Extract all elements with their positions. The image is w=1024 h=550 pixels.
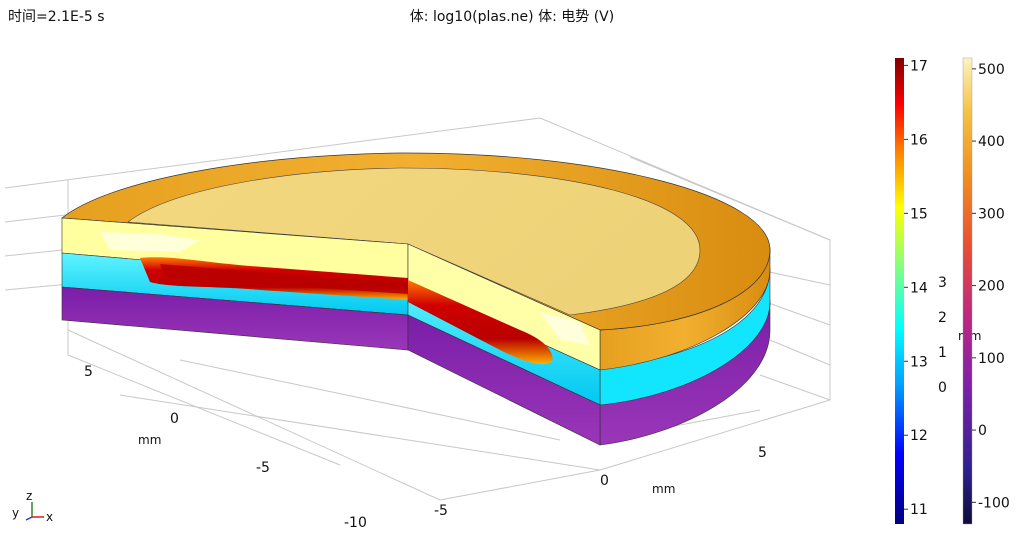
colorbar-1-tick-label: 13 [910,354,928,370]
x-tick-label: -5 [434,503,448,519]
colorbar-2-tick-label: 200 [978,279,1005,295]
hot-zone-right [540,312,590,345]
y-tick-label: 0 [170,411,179,427]
colorbar-2-tick-label: 300 [978,206,1005,222]
axis-triad: z y x [12,489,53,524]
colorbar-1-tick-label: 12 [910,428,928,444]
plasma-core-left [160,264,408,294]
plasma-region-right [408,280,553,365]
colorbar-2-tick-label: 500 [978,62,1005,78]
colorbar-2-tick-label: 100 [978,351,1005,367]
z-tick-label: 0 [938,380,947,396]
x-tick-label: 0 [600,473,609,489]
colorbar-1-tick-label: 15 [910,206,928,222]
colorbar-2-tick-label: 400 [978,134,1005,150]
colorbar-electric-potential: -100 0 100 200 300 400 500 [962,57,1010,525]
colorbar-1-tick-label: 11 [910,502,928,518]
cut-face-right-purple [407,314,601,446]
colorbar-2-tick-label: -100 [978,495,1010,511]
z-tick-label: 2 [938,310,947,326]
colorbar-1-gradient [895,58,904,524]
z-tick-label: 1 [938,345,947,361]
x-tick-label: 5 [758,445,767,461]
rim-cyan-layer [599,267,771,406]
y-tick-label: -10 [344,515,367,531]
plot-title: 体: log10(plas.ne) 体: 电势 (V) [409,9,615,25]
hot-zone-left [100,232,200,252]
plasma-model-3d [61,152,771,446]
x-axis-unit: mm [652,482,675,496]
triad-x-label: x [46,510,53,524]
y-tick-label: -5 [256,460,270,476]
colorbar-2-tick-label: 0 [978,423,987,439]
colorbar-1-tick-label: 17 [910,58,928,74]
z-tick-label: 3 [938,275,947,291]
triad-z-label: z [26,489,32,503]
top-inner-surface [127,167,701,316]
colorbar-1-tick-label: 16 [910,132,928,148]
colorbar-2-gradient [962,57,973,525]
time-label: 时间=2.1E-5 s [8,9,105,25]
y-tick-label: 5 [84,364,93,380]
y-axis-unit: mm [138,433,161,447]
triad-y-axis [25,516,33,521]
triad-y-label: y [12,506,19,520]
colorbar-1-tick-label: 14 [910,280,928,296]
colorbar-electron-density: 11 12 13 14 15 16 17 [895,58,928,524]
